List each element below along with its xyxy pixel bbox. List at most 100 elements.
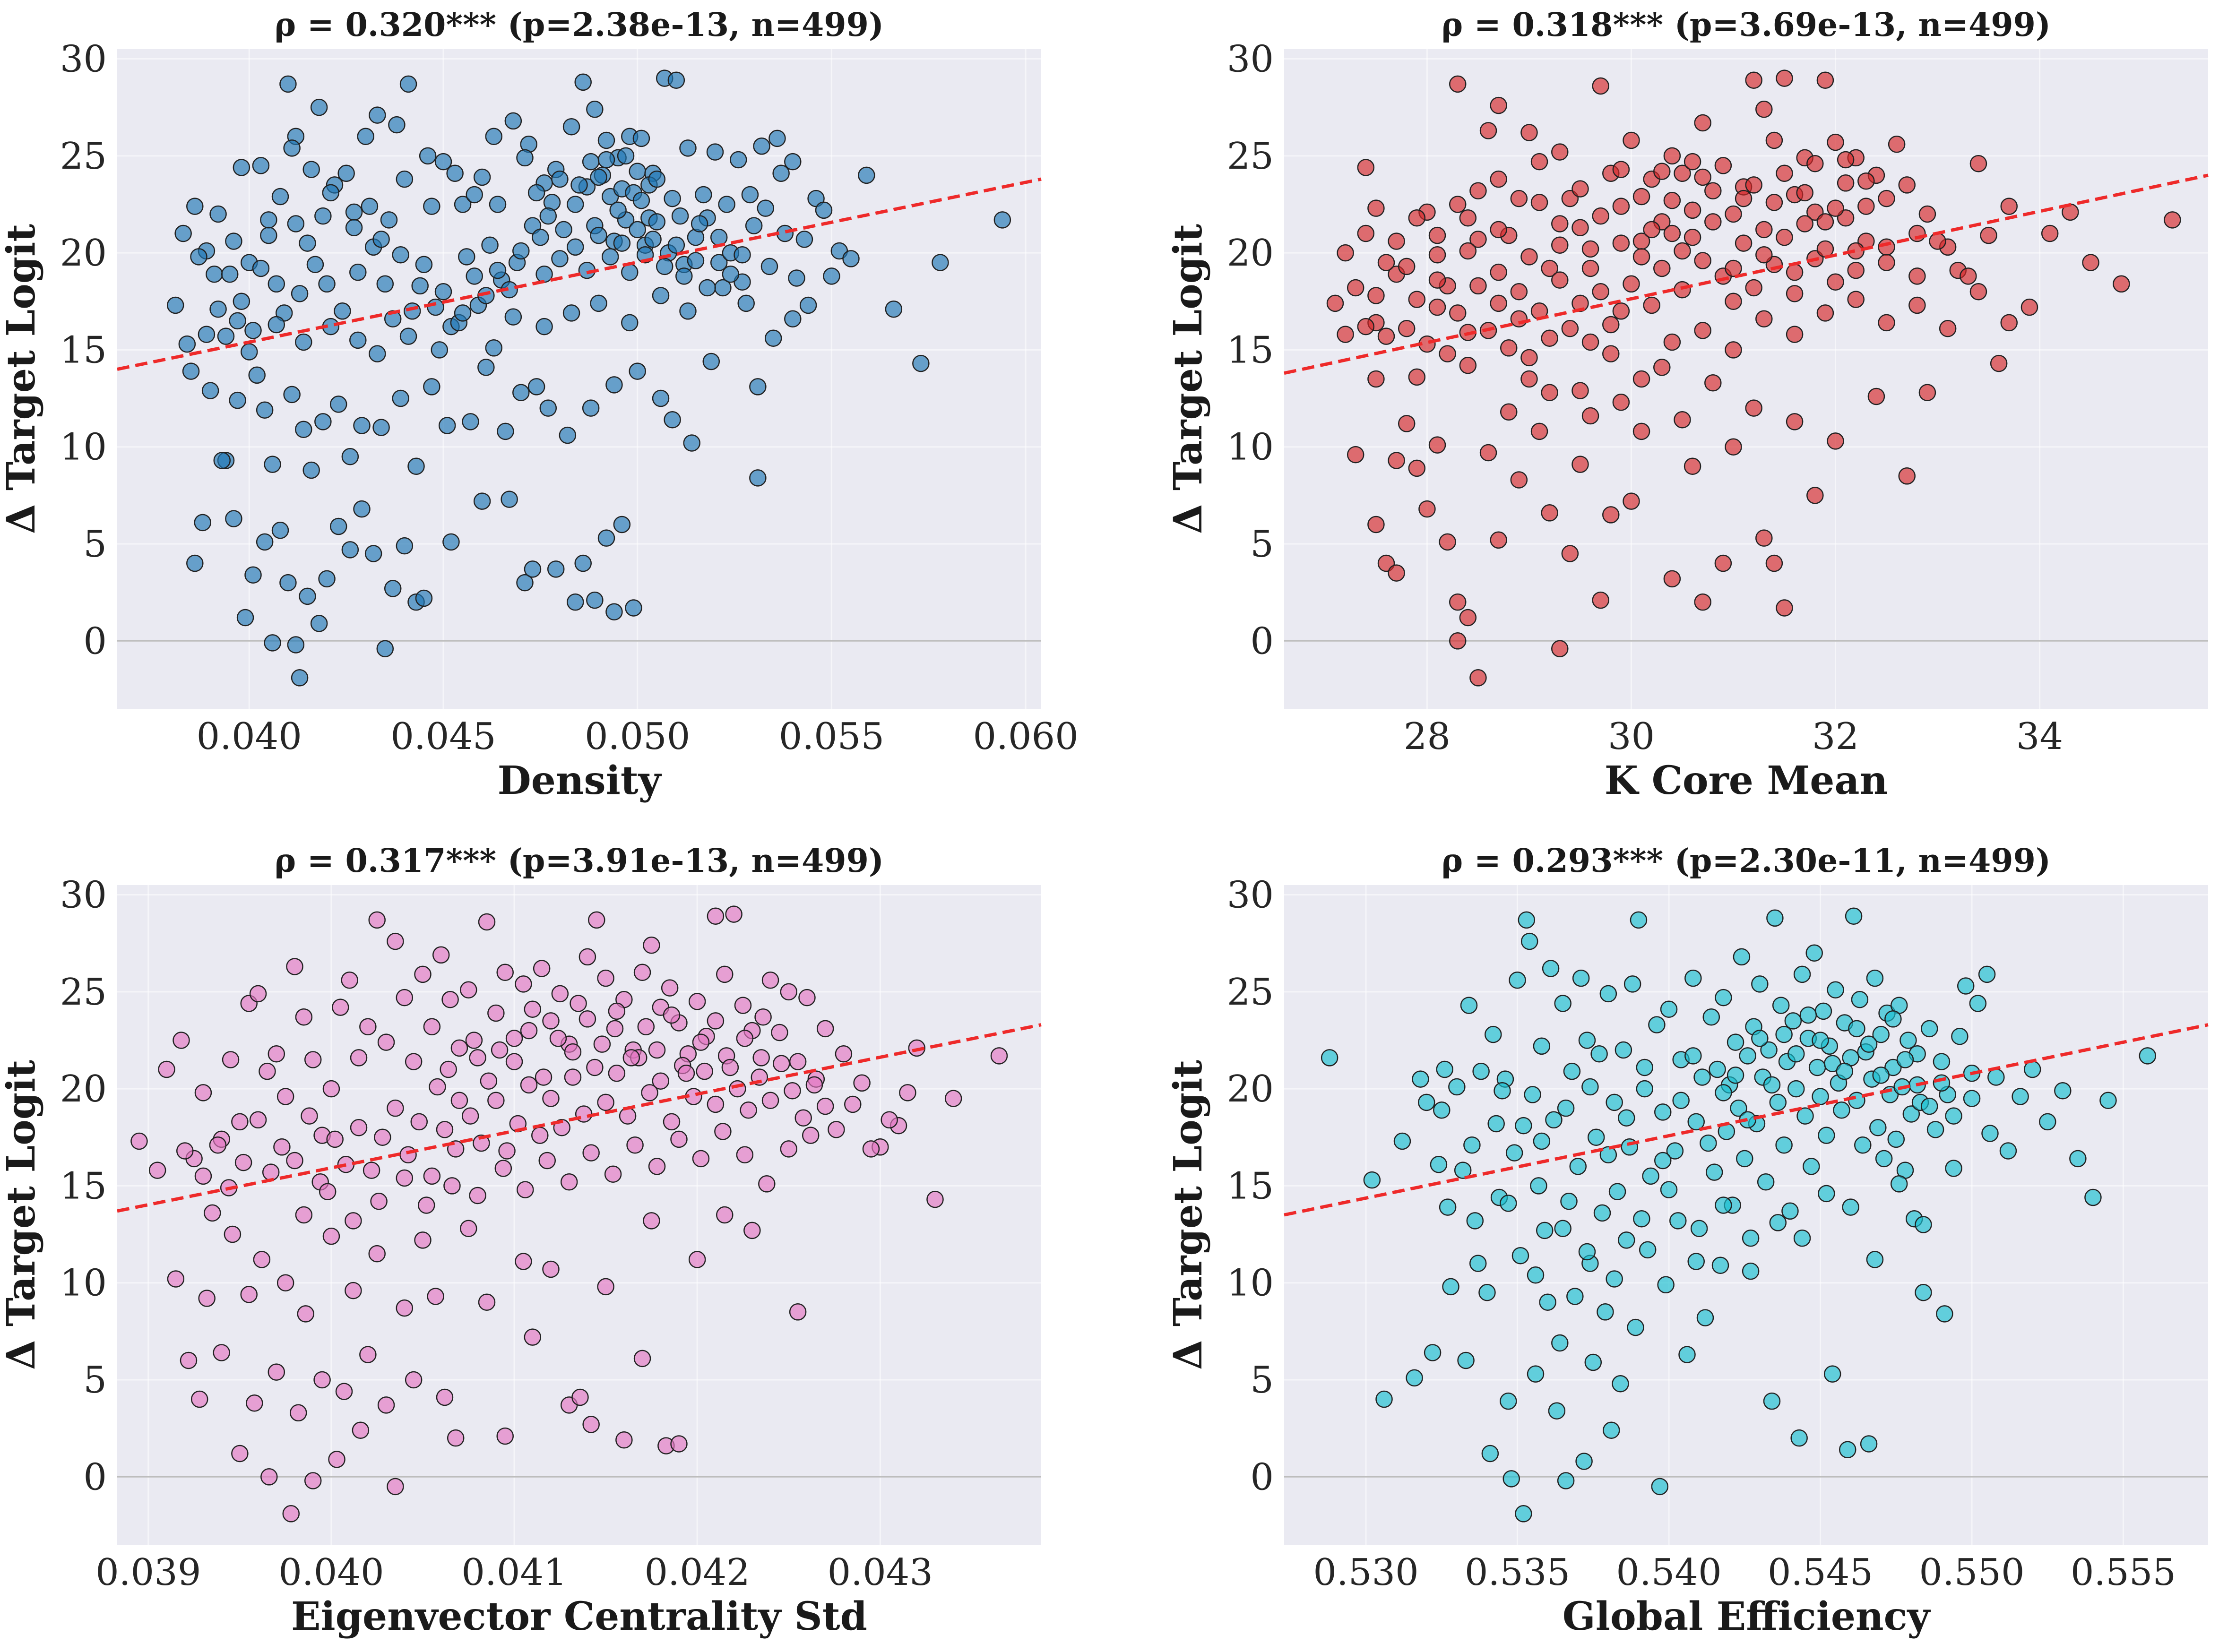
data-point — [167, 1270, 185, 1288]
data-point — [1793, 965, 1811, 983]
data-point — [473, 492, 491, 510]
data-point — [1530, 153, 1548, 171]
data-point — [301, 1107, 318, 1125]
data-point — [512, 384, 530, 401]
data-point — [260, 211, 277, 229]
data-point — [590, 168, 607, 186]
data-point — [1527, 1365, 1545, 1383]
data-point — [622, 1049, 640, 1067]
y-tick-label: 20 — [1227, 1068, 1274, 1110]
data-point — [619, 1107, 637, 1125]
x-tick-label: 0.540 — [1616, 1551, 1721, 1594]
data-point — [692, 1150, 710, 1168]
data-point — [656, 258, 673, 275]
data-point — [574, 554, 592, 572]
data-point — [1776, 69, 1793, 87]
data-point — [295, 421, 312, 439]
data-point — [582, 399, 600, 417]
data-point — [1660, 1000, 1678, 1018]
data-point — [1511, 1247, 1529, 1265]
y-tick-label: 10 — [1227, 1262, 1274, 1305]
data-point — [1602, 345, 1620, 362]
data-point — [794, 1109, 812, 1127]
data-point — [1745, 176, 1762, 194]
data-point — [1367, 287, 1385, 304]
data-point — [1694, 114, 1711, 132]
data-point — [1590, 1045, 1608, 1063]
data-point — [1545, 1111, 1563, 1129]
data-point — [524, 1000, 542, 1018]
data-point — [753, 138, 770, 155]
data-point — [359, 1346, 377, 1363]
data-point — [542, 1012, 560, 1030]
data-point — [706, 143, 724, 161]
data-point — [256, 401, 274, 419]
data-point — [527, 184, 545, 202]
data-point — [512, 242, 530, 260]
data-point — [1951, 1028, 1969, 1045]
data-point — [1875, 1150, 1893, 1168]
data-point — [388, 116, 406, 134]
data-point — [761, 971, 779, 989]
data-point — [1490, 294, 1507, 312]
y-tick-label: 5 — [1250, 1359, 1274, 1402]
data-point — [535, 318, 553, 336]
data-point — [1627, 1318, 1644, 1336]
data-point — [1663, 224, 1681, 242]
data-point — [1541, 504, 1558, 522]
x-tick-label: 32 — [1812, 715, 1859, 758]
data-point — [629, 221, 646, 239]
data-point — [326, 1130, 344, 1148]
data-point — [2054, 1082, 2072, 1100]
data-point — [772, 164, 790, 182]
data-point — [816, 1097, 834, 1115]
data-point — [617, 147, 635, 165]
x-tick-label: 0.040 — [278, 1551, 384, 1594]
data-point — [158, 1060, 175, 1078]
data-point — [2069, 1150, 2087, 1168]
x-axis-label: K Core Mean — [1605, 758, 1888, 803]
data-point — [1457, 1351, 1475, 1369]
data-point — [993, 211, 1011, 229]
data-point — [473, 1134, 490, 1152]
data-point — [1639, 1241, 1657, 1259]
data-point — [1554, 1220, 1571, 1237]
data-point — [605, 603, 623, 620]
data-point — [1377, 254, 1395, 271]
y-tick-label: 30 — [60, 874, 107, 917]
data-point — [844, 1095, 862, 1113]
data-point — [222, 1051, 240, 1068]
data-point — [1727, 1033, 1744, 1051]
data-point — [478, 913, 496, 931]
data-point — [1388, 452, 1405, 469]
data-point — [667, 71, 685, 89]
data-point — [489, 261, 507, 279]
y-axis-label: Δ Target Logit — [1166, 224, 1211, 534]
data-point — [286, 1152, 303, 1170]
data-point — [564, 1068, 582, 1086]
y-tick-label: 25 — [1227, 135, 1274, 178]
data-point — [633, 964, 651, 981]
data-point — [1687, 1253, 1705, 1270]
data-point — [276, 1274, 294, 1291]
data-point — [173, 1032, 190, 1049]
data-point — [597, 969, 614, 987]
data-point — [259, 1062, 276, 1080]
x-tick-label: 0.040 — [197, 715, 302, 758]
data-point — [1357, 318, 1375, 336]
data-point — [1490, 263, 1507, 281]
data-point — [461, 1107, 479, 1125]
x-tick-label: 0.041 — [461, 1551, 567, 1594]
data-point — [582, 153, 600, 171]
data-point — [2099, 1092, 2117, 1110]
x-axis-label: Eigenvector Centrality Std — [291, 1594, 867, 1639]
data-point — [204, 1204, 221, 1222]
data-point — [1933, 1074, 1951, 1092]
data-point — [229, 391, 246, 409]
data-point — [1857, 198, 1875, 215]
data-point — [542, 1090, 560, 1107]
data-point — [198, 326, 216, 343]
data-point — [1636, 1058, 1654, 1076]
data-point — [248, 366, 266, 384]
